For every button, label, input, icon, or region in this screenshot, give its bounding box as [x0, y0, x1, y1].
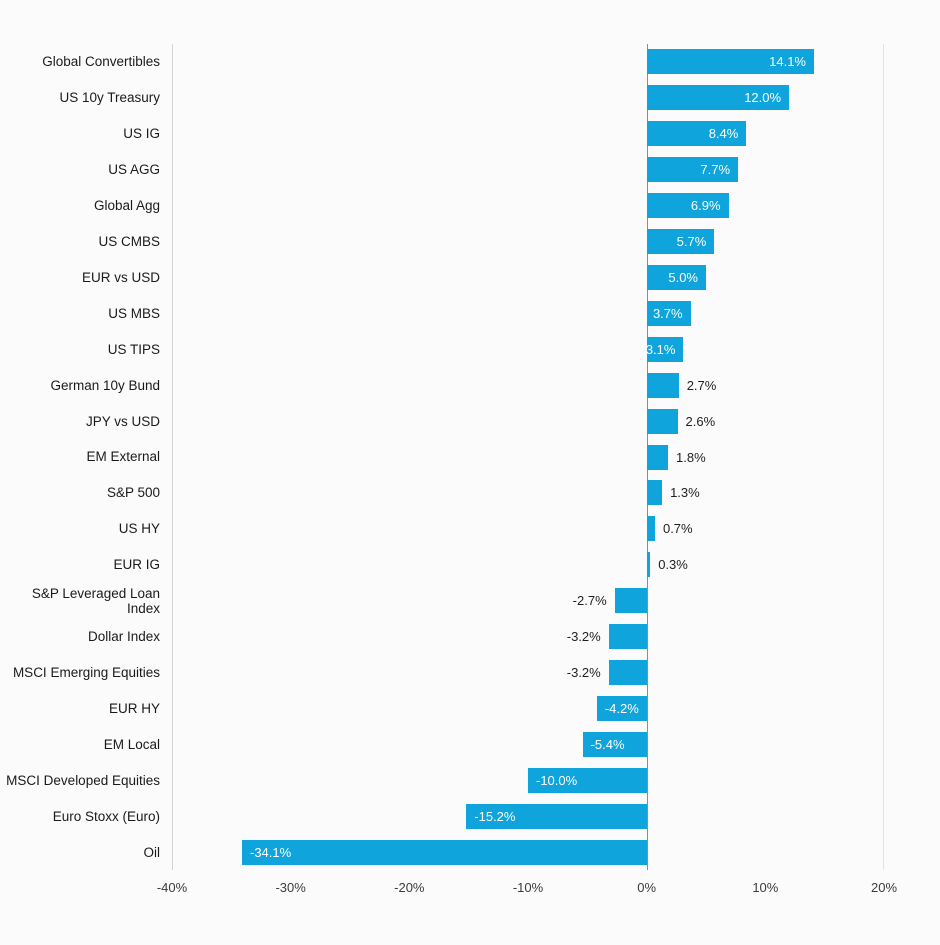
- bar: [646, 193, 729, 219]
- bar-value-label: 6.9%: [690, 198, 721, 214]
- category-label: EM Local: [103, 736, 160, 752]
- category-label: Euro Stoxx (Euro): [52, 808, 160, 824]
- bar: [646, 408, 678, 434]
- bar-value-label: -5.4%: [590, 736, 625, 752]
- category-label: US IG: [123, 126, 160, 142]
- bar-value-label: -15.2%: [474, 808, 516, 824]
- bar-value-label: 2.6%: [685, 413, 716, 429]
- category-label: US MBS: [108, 305, 160, 321]
- bar-value-label: 5.7%: [676, 234, 707, 250]
- x-tick-label: 10%: [752, 880, 779, 895]
- bar-value-label: 1.3%: [670, 485, 700, 501]
- bar-value-label: 7.7%: [700, 162, 731, 178]
- category-label: US AGG: [108, 162, 160, 178]
- bar-value-label: 14.1%: [769, 54, 806, 70]
- category-label: Global Agg: [93, 198, 160, 214]
- bar-value-label: -34.1%: [250, 844, 292, 860]
- bar-value-label: -10.0%: [536, 772, 578, 788]
- bar: [614, 588, 647, 614]
- category-label: EUR vs USD: [81, 269, 160, 285]
- category-label: Global Convertibles: [42, 54, 160, 70]
- x-axis: -40% -30% -20% -10% 0% 10% 20%: [0, 880, 940, 900]
- bar: [646, 336, 684, 362]
- bar: [646, 300, 691, 326]
- x-tick-label: -30%: [275, 880, 306, 895]
- x-tick-label: -10%: [512, 880, 544, 895]
- x-tick-label: 0%: [637, 880, 657, 895]
- bar: [646, 157, 739, 183]
- bar: [582, 731, 647, 757]
- x-tick-label: -20%: [394, 880, 425, 895]
- category-label: S&P Leveraged Loan Index: [31, 585, 160, 616]
- bar: [646, 264, 706, 290]
- category-label: JPY vs USD: [85, 413, 160, 429]
- bar: [646, 229, 715, 255]
- category-label: US 10y Treasury: [59, 90, 160, 106]
- bar-value-label: 3.1%: [645, 341, 676, 357]
- plot-area: 14.1% 12.0% 8.4% 7.7% 6.9% 5.7% 5.0% 3.7% 3.1% 2.…: [172, 44, 884, 870]
- x-tick-label: -40%: [156, 880, 188, 895]
- category-label: MSCI Emerging Equities: [12, 664, 160, 680]
- category-label: MSCI Developed Equities: [6, 772, 160, 788]
- bar-value-label: -3.2%: [566, 664, 601, 680]
- bar-value-label: -3.2%: [566, 629, 601, 645]
- bar-value-label: 12.0%: [744, 90, 782, 106]
- bar: [646, 49, 814, 75]
- category-label: EUR HY: [108, 700, 160, 716]
- bar-value-label: 3.7%: [652, 305, 683, 321]
- bar-value-label: 2.7%: [686, 377, 717, 393]
- bar: [242, 839, 647, 865]
- bar: [608, 659, 647, 685]
- bar: [608, 624, 647, 650]
- bar: [646, 85, 790, 111]
- category-label: S&P 500: [106, 485, 160, 501]
- bar-value-label: 0.3%: [658, 557, 688, 573]
- category-label: US HY: [118, 521, 160, 537]
- bar-value-label: 8.4%: [708, 126, 739, 142]
- bar: [528, 767, 647, 793]
- x-tick-label: 20%: [870, 880, 898, 895]
- bar-value-label: -4.2%: [604, 700, 639, 716]
- category-label: EUR IG: [113, 557, 160, 573]
- left-axis-line: [172, 44, 173, 870]
- bar-value-label: 5.0%: [668, 269, 698, 285]
- bar-value-label: -2.7%: [572, 593, 607, 609]
- bar: [646, 372, 679, 398]
- bar: [646, 480, 663, 506]
- category-label: Dollar Index: [87, 629, 160, 645]
- bar-value-label: 0.7%: [662, 521, 693, 537]
- bar: [646, 444, 669, 470]
- category-label: German 10y Bund: [50, 377, 160, 393]
- category-label: EM External: [86, 449, 160, 465]
- bar: [646, 552, 651, 578]
- bar: [466, 803, 647, 829]
- bar: [646, 121, 747, 147]
- bar-value-label: 1.8%: [676, 449, 706, 465]
- bar: [646, 516, 655, 542]
- category-label: US TIPS: [107, 341, 160, 357]
- right-edge-line: [883, 44, 884, 870]
- bar: [596, 695, 647, 721]
- category-label: Oil: [143, 844, 161, 860]
- category-label: US CMBS: [98, 234, 160, 250]
